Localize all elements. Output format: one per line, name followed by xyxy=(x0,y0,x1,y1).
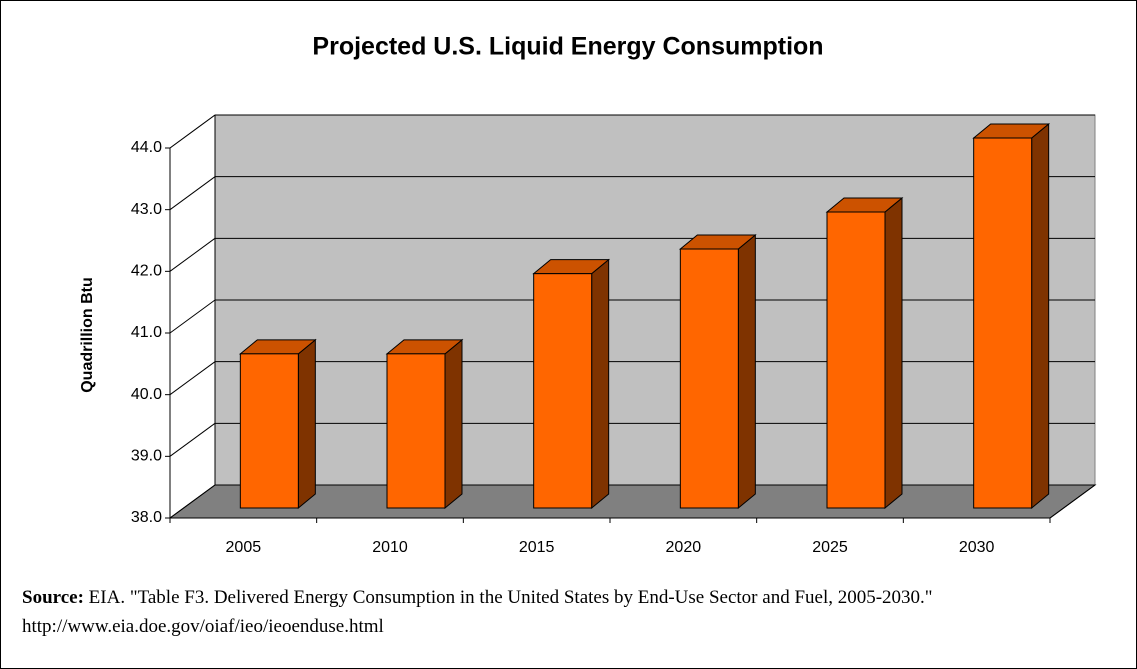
x-tick-label: 2010 xyxy=(372,539,408,556)
y-tick-label: 41.0 xyxy=(131,324,162,341)
y-axis-label: Quadrillion Btu xyxy=(79,277,96,393)
bar xyxy=(973,137,1033,509)
bar-side xyxy=(297,338,316,510)
bar-side xyxy=(591,258,610,510)
grid-line xyxy=(169,237,216,272)
bar-side xyxy=(737,233,756,510)
x-tick-label: 2005 xyxy=(226,539,262,556)
x-tick-label: 2030 xyxy=(959,539,995,556)
grid-line xyxy=(169,299,216,334)
bar-side xyxy=(1031,122,1050,510)
bar xyxy=(826,211,886,509)
y-tick-label: 40.0 xyxy=(131,386,162,403)
x-axis-depth xyxy=(1049,484,1096,519)
x-tick-label: 2025 xyxy=(812,539,848,556)
x-tick-label: 2020 xyxy=(666,539,702,556)
source-text: EIA. "Table F3. Delivered Energy Consump… xyxy=(22,587,933,637)
grid-line xyxy=(169,484,216,519)
grid-line xyxy=(169,361,216,396)
bar xyxy=(386,353,446,509)
grid-line xyxy=(169,114,216,149)
grid-line xyxy=(169,422,216,457)
y-tick-label: 43.0 xyxy=(131,201,162,218)
bar xyxy=(533,273,593,509)
y-tick-label: 38.0 xyxy=(131,509,162,526)
bar xyxy=(679,248,739,509)
y-tick-label: 42.0 xyxy=(131,263,162,280)
x-tick-label: 2015 xyxy=(519,539,555,556)
grid-line xyxy=(169,176,216,211)
y-tick-label: 44.0 xyxy=(131,139,162,156)
bar xyxy=(239,353,299,509)
chart-title: Projected U.S. Liquid Energy Consumption xyxy=(312,33,823,61)
bar-side xyxy=(884,196,903,510)
source-note: Source: EIA. "Table F3. Delivered Energy… xyxy=(22,583,1112,641)
y-tick-label: 39.0 xyxy=(131,448,162,465)
bar-side xyxy=(444,338,463,510)
source-label: Source: xyxy=(22,587,84,608)
